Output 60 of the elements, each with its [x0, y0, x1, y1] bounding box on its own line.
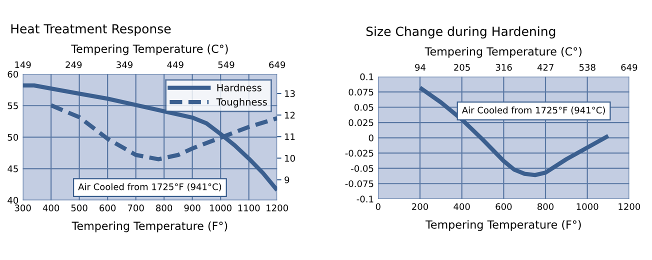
legend-label: Toughness	[216, 98, 267, 108]
y2-tick-label: 11	[285, 133, 295, 140]
x-tick-label: 1200	[618, 203, 640, 210]
x-tick-label: 600	[496, 203, 512, 210]
x-tick-label: 500	[71, 204, 88, 212]
x2-tick-label: 94	[415, 64, 426, 71]
x2-tick-label: 538	[579, 64, 596, 71]
y2-tick-label: 10	[285, 154, 295, 162]
line-series	[22, 83, 278, 192]
x-tick-label: 900	[184, 204, 200, 212]
x2-tick-label: 549	[218, 61, 234, 68]
y-tick-label: 0.075	[348, 88, 374, 96]
x-tick-label: 600	[100, 204, 116, 212]
y-tick-label: 0.05	[354, 104, 374, 111]
x2-tick-label: 205	[454, 64, 470, 71]
x-tick-label: 800	[538, 203, 554, 210]
x2-tick-label: 449	[167, 61, 184, 68]
y-tick-label: -0.075	[345, 180, 374, 188]
x-tick-label: 0	[376, 203, 380, 210]
y-tick-label: -0.025	[345, 150, 374, 157]
x-tick-label: 400	[42, 204, 60, 212]
x-axis-title: Tempering Temperature (F°)	[426, 220, 581, 231]
x2-tick-label: 649	[269, 61, 286, 68]
x2-tick-label: 349	[116, 61, 133, 68]
y-tick-label: 60	[8, 70, 18, 78]
y2-tick-label: 13	[285, 90, 295, 98]
x-tick-label: 1100	[238, 204, 260, 212]
annotation: Air Cooled from 1725°F (941°C)	[78, 183, 222, 192]
x-tick-label: 300	[14, 204, 31, 212]
x2-axis-title: Tempering Temperature (C°)	[71, 44, 228, 56]
x2-tick-label: 249	[66, 61, 82, 68]
x-tick-label: 700	[128, 204, 144, 212]
y-tick-label: 40	[8, 196, 18, 204]
x2-tick-label: 316	[496, 64, 512, 71]
x-tick-label: 1200	[266, 204, 288, 212]
x-tick-label: 400	[454, 203, 470, 210]
y2-tick-label: 12	[285, 112, 295, 118]
y-tick-label: -0.05	[351, 165, 374, 172]
x2-tick-label: 649	[621, 64, 638, 71]
chart-title: Heat Treatment Response	[11, 24, 171, 36]
y-tick-label: 50	[8, 134, 18, 141]
x2-axis-title: Tempering Temperature (C°)	[424, 47, 582, 58]
y-tick-label: 0.025	[348, 119, 374, 126]
y-tick-label: -0.1	[356, 196, 374, 202]
y-tick-label: 0	[368, 134, 374, 142]
x-tick-label: 200	[412, 203, 428, 210]
x2-tick-label: 427	[537, 64, 554, 71]
y-tick-label: 55	[8, 102, 18, 110]
x2-tick-label: 149	[15, 61, 31, 68]
y-tick-label: 45	[8, 166, 18, 172]
legend-label: Hardness	[217, 84, 262, 92]
x-tick-label: 1000	[576, 203, 598, 210]
annotation: Air Cooled from 1725°F (941°C)	[462, 106, 605, 115]
x-tick-label: 1000	[210, 204, 232, 212]
chart-title: Size Change during Hardening	[366, 26, 556, 39]
line-series	[418, 86, 610, 178]
y2-tick-label: 9	[284, 176, 290, 184]
y-tick-label: 0.1	[360, 73, 374, 80]
x-axis-title: Tempering Temperature (F°)	[72, 221, 228, 232]
x-tick-label: 800	[156, 204, 172, 212]
